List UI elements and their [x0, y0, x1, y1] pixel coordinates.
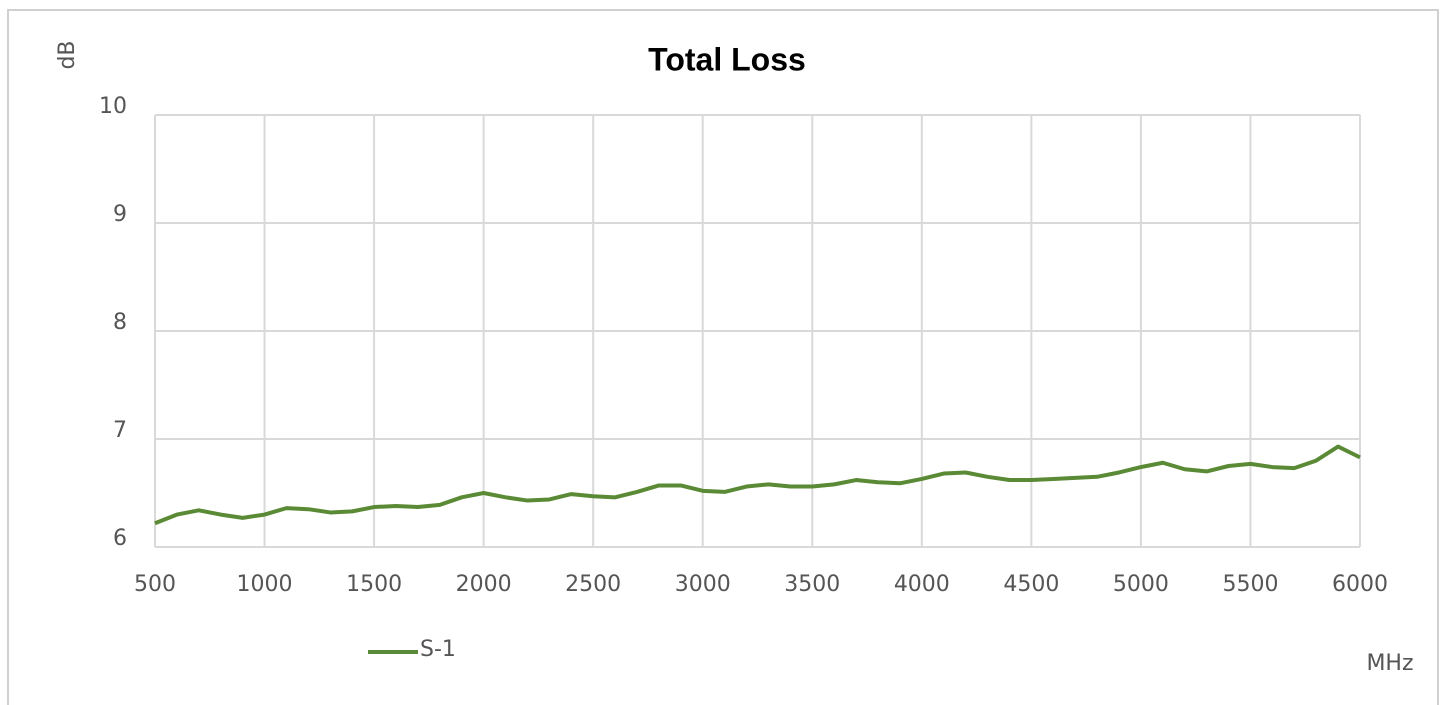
x-tick-label: 2000 [456, 572, 512, 597]
x-tick-label: 1500 [346, 572, 402, 597]
legend-label: S-1 [420, 637, 456, 662]
x-tick-label: 5000 [1113, 572, 1169, 597]
x-tick-label: 2500 [565, 572, 621, 597]
y-tick-label: 6 [113, 526, 127, 551]
y-tick-label: 7 [113, 418, 127, 443]
line [154, 444, 1361, 526]
y-axis-label: dB [55, 40, 80, 69]
x-tick-label: 4500 [1003, 572, 1059, 597]
x-tick-label: 4000 [894, 572, 950, 597]
x-tick-label: 5500 [1222, 572, 1278, 597]
x-tick-label: 3500 [784, 572, 840, 597]
x-tick-label: 1000 [237, 572, 293, 597]
x-tick-label: 3000 [675, 572, 731, 597]
y-tick-label: 9 [113, 202, 127, 227]
y-tick-label: 10 [99, 94, 127, 119]
x-axis-label: MHz [1366, 651, 1413, 676]
x-tick-label: 6000 [1332, 572, 1388, 597]
chart-border [7, 9, 1439, 705]
x-tick-label: 500 [134, 572, 176, 597]
chart-title: Total Loss [648, 41, 806, 77]
y-tick-label: 8 [113, 310, 127, 335]
